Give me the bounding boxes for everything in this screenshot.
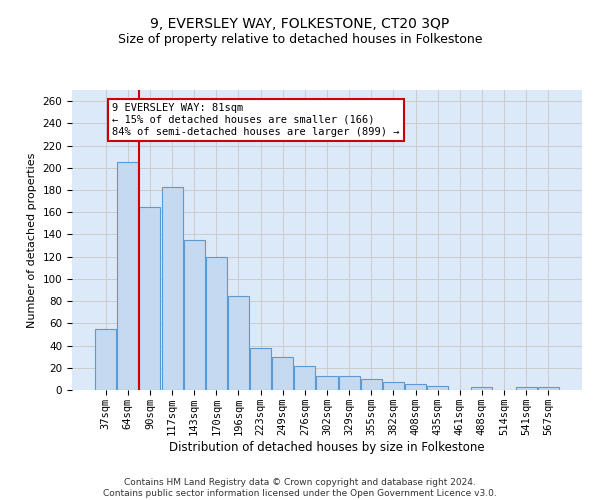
X-axis label: Distribution of detached houses by size in Folkestone: Distribution of detached houses by size … [169,440,485,454]
Bar [250,348,271,390]
Bar [118,162,139,390]
Bar [161,186,182,390]
Bar [228,296,249,390]
Bar [472,386,493,390]
Bar [405,384,426,390]
Bar [206,256,227,390]
Y-axis label: Number of detached properties: Number of detached properties [27,152,37,328]
Bar [361,379,382,390]
Bar [538,386,559,390]
Text: Size of property relative to detached houses in Folkestone: Size of property relative to detached ho… [118,32,482,46]
Text: Contains HM Land Registry data © Crown copyright and database right 2024.
Contai: Contains HM Land Registry data © Crown c… [103,478,497,498]
Bar [316,376,338,390]
Bar [383,382,404,390]
Bar [184,240,205,390]
Bar [272,356,293,390]
Bar [427,386,448,390]
Bar [139,206,160,390]
Bar [295,366,316,390]
Bar [338,376,359,390]
Text: 9 EVERSLEY WAY: 81sqm
← 15% of detached houses are smaller (166)
84% of semi-det: 9 EVERSLEY WAY: 81sqm ← 15% of detached … [112,104,400,136]
Text: 9, EVERSLEY WAY, FOLKESTONE, CT20 3QP: 9, EVERSLEY WAY, FOLKESTONE, CT20 3QP [151,18,449,32]
Bar [95,329,116,390]
Bar [515,386,536,390]
